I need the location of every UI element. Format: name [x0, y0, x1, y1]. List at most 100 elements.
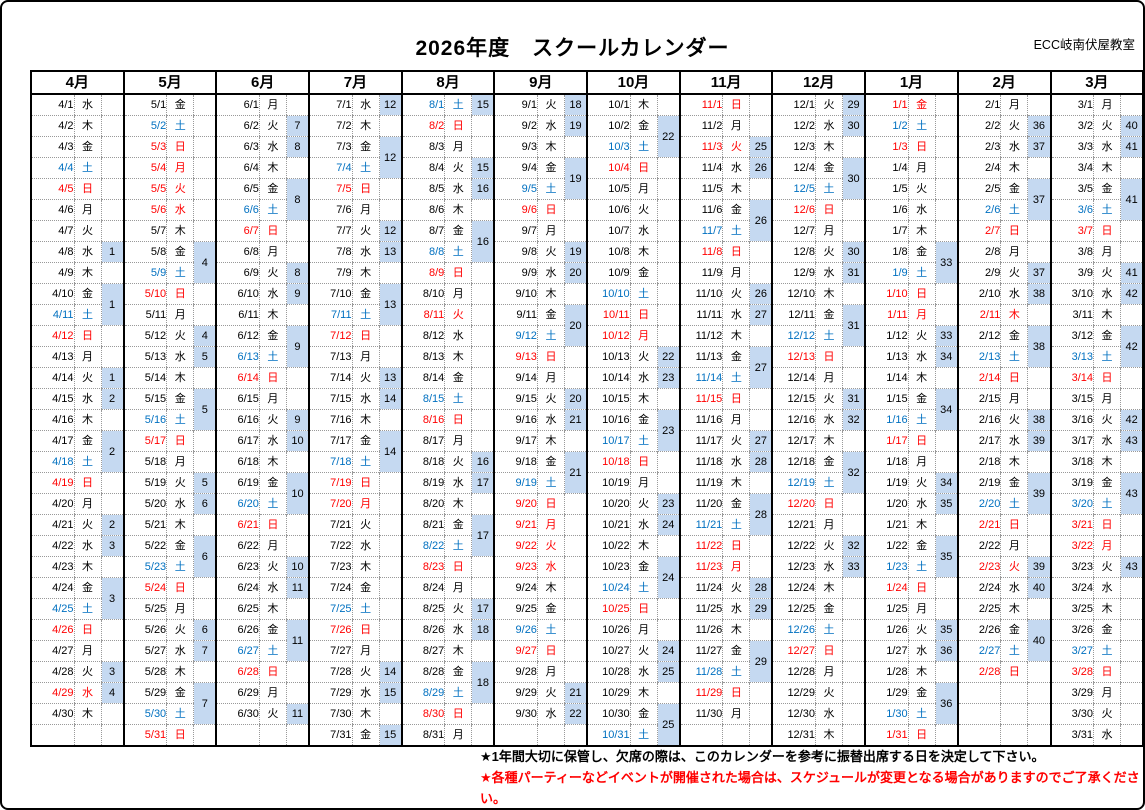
date-cell: 5/28	[122, 661, 167, 683]
weekday-cell: 月	[1000, 388, 1028, 410]
lesson-number-cell	[656, 262, 680, 284]
date-cell: 4/13	[31, 346, 74, 368]
lesson-number-cell	[100, 493, 124, 515]
date-cell: 1/17	[864, 430, 909, 452]
lesson-number-cell	[1120, 220, 1143, 242]
date-cell: 6/17	[215, 430, 260, 452]
date-cell: 7/20	[308, 493, 353, 515]
lesson-number-cell: 43	[1120, 430, 1143, 452]
lesson-number-cell: 40	[1027, 619, 1051, 662]
date-cell: 3/30	[1049, 703, 1094, 725]
date-cell: 9/18	[493, 451, 538, 473]
lesson-number-cell: 17	[471, 472, 495, 494]
date-cell: 1/4	[864, 157, 909, 179]
date-cell: 6/11	[215, 304, 260, 326]
weekday-cell: 火	[1093, 115, 1121, 137]
weekday-cell: 木	[73, 556, 101, 578]
date-cell: 11/23	[678, 556, 723, 578]
lesson-number-cell	[934, 178, 958, 200]
weekday-cell: 木	[1000, 304, 1028, 326]
weekday-cell: 月	[351, 493, 380, 515]
date-cell: 2/22	[956, 535, 1001, 557]
lesson-number-cell: 16	[471, 220, 495, 263]
weekday-cell: 水	[351, 388, 380, 410]
lesson-number-cell: 20	[563, 304, 588, 347]
lesson-number-cell	[749, 703, 773, 725]
date-cell	[31, 724, 74, 747]
lesson-number-cell	[934, 157, 958, 179]
month-header: 3月	[1049, 71, 1143, 95]
weekday-cell: 水	[351, 682, 380, 704]
date-cell: 2/5	[956, 178, 1001, 200]
date-cell: 5/29	[122, 682, 167, 704]
date-cell: 6/16	[215, 409, 260, 431]
lesson-number-cell	[100, 115, 124, 137]
lesson-number-cell	[749, 325, 773, 347]
weekday-cell: 土	[722, 220, 750, 242]
weekday-cell: 土	[1093, 346, 1121, 368]
lesson-number-cell	[749, 241, 773, 263]
weekday-cell: 日	[722, 94, 750, 116]
lesson-number-cell	[563, 136, 588, 158]
lesson-number-cell	[100, 472, 124, 494]
lesson-number-cell	[841, 598, 866, 620]
date-cell: 10/16	[586, 409, 631, 431]
lesson-number-cell: 41	[1120, 178, 1143, 221]
lesson-number-cell: 7	[193, 682, 217, 725]
date-cell: 12/29	[771, 682, 816, 704]
lesson-number-cell	[841, 682, 866, 704]
lesson-number-cell	[378, 640, 402, 662]
date-cell: 7/21	[308, 514, 353, 536]
weekday-cell: 日	[907, 136, 936, 158]
weekday-cell: 日	[1093, 661, 1121, 683]
date-cell: 2/13	[956, 346, 1001, 368]
lesson-number-cell: 9	[285, 325, 310, 368]
date-cell: 7/25	[308, 598, 353, 620]
lesson-number-cell	[563, 556, 588, 578]
weekday-cell: 火	[814, 388, 843, 410]
weekday-cell: 木	[536, 577, 565, 599]
date-cell: 10/13	[586, 346, 631, 368]
lesson-number-cell	[471, 493, 495, 515]
weekday-cell: 月	[351, 199, 380, 221]
date-cell: 12/19	[771, 472, 816, 494]
weekday-cell: 火	[536, 388, 565, 410]
weekday-cell: 月	[1093, 241, 1121, 263]
weekday-cell: 木	[722, 178, 750, 200]
weekday-cell: 月	[629, 178, 658, 200]
date-cell: 1/30	[864, 703, 909, 725]
weekday-cell: 金	[907, 241, 936, 263]
date-cell: 6/14	[215, 367, 260, 389]
lesson-number-cell: 7	[285, 115, 310, 137]
weekday-cell: 月	[814, 220, 843, 242]
weekday-cell: 水	[907, 346, 936, 368]
lesson-number-cell	[1120, 241, 1143, 263]
date-cell: 11/28	[678, 661, 723, 683]
lesson-number-cell	[841, 283, 866, 305]
weekday-cell: 日	[444, 409, 472, 431]
date-cell: 4/23	[31, 556, 74, 578]
month-header: 1月	[864, 71, 958, 95]
date-cell: 5/14	[122, 367, 167, 389]
lesson-number-cell: 6	[193, 493, 217, 515]
weekday-cell: 月	[722, 262, 750, 284]
lesson-number-cell: 12	[378, 94, 402, 116]
weekday-cell: 水	[629, 367, 658, 389]
date-cell: 9/29	[493, 682, 538, 704]
date-cell: 4/16	[31, 409, 74, 431]
lesson-number-cell	[841, 430, 866, 452]
date-cell: 2/27	[956, 640, 1001, 662]
weekday-cell: 火	[1000, 115, 1028, 137]
lesson-number-cell: 2	[100, 388, 124, 410]
lesson-number-cell: 28	[749, 577, 773, 599]
weekday-cell: 金	[258, 472, 287, 494]
date-cell: 11/30	[678, 703, 723, 725]
weekday-cell: 月	[907, 304, 936, 326]
lesson-number-cell	[378, 514, 402, 536]
weekday-cell: 木	[629, 535, 658, 557]
lesson-number-cell: 16	[471, 451, 495, 473]
weekday-cell: 土	[1000, 640, 1028, 662]
date-cell: 12/11	[771, 304, 816, 326]
lesson-number-cell	[656, 94, 680, 116]
date-cell: 8/24	[400, 577, 445, 599]
